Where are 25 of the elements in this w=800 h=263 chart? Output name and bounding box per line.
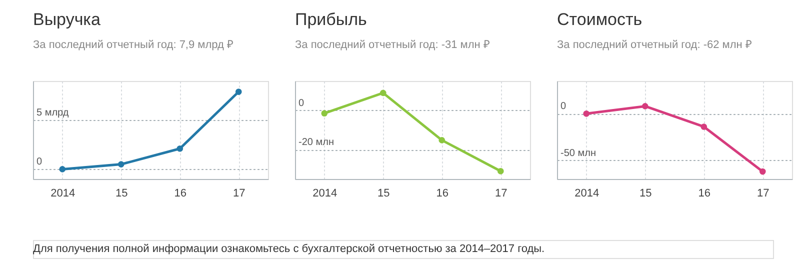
y-tick-label: 0 <box>36 156 42 168</box>
text: Для получения полной информации ознакомьтесь с бухгалтерской отчетностью за 2014–2017 годы. <box>33 243 545 255</box>
x-tick-label: 2014 <box>312 188 338 200</box>
chart-subtitle: За последний отчетный год: -62 млн ₽ <box>557 39 752 51</box>
x-tick-label: 17 <box>495 188 508 200</box>
x-tick-label: 16 <box>436 188 448 200</box>
x-tick-label: 16 <box>698 188 710 200</box>
y-tick-label: -50 млн <box>560 148 596 159</box>
x-tick-label: 2014 <box>50 188 76 200</box>
y-tick-label: 0 <box>560 101 566 112</box>
x-tick-label: 15 <box>640 188 652 200</box>
chart-subtitle: За последний отчетный год: 7,9 млрд ₽ <box>33 39 233 51</box>
chart-subtitle: За последний отчетный год: -31 млн ₽ <box>295 39 490 51</box>
x-tick-label: 2014 <box>574 188 600 200</box>
x-tick-label: 17 <box>233 188 246 200</box>
chart-title: Выручка <box>33 10 101 29</box>
y-tick-label: 5 млрд <box>36 108 69 119</box>
chart-title: Стоимость <box>557 10 642 29</box>
y-tick-label: 0 <box>298 98 304 109</box>
x-tick-label: 15 <box>116 188 128 200</box>
x-tick-label: 17 <box>757 188 770 200</box>
x-tick-label: 16 <box>174 188 186 200</box>
y-tick-label: -20 млн <box>298 137 334 148</box>
chart-title: Прибыль <box>295 10 368 29</box>
x-tick-label: 15 <box>378 188 390 200</box>
